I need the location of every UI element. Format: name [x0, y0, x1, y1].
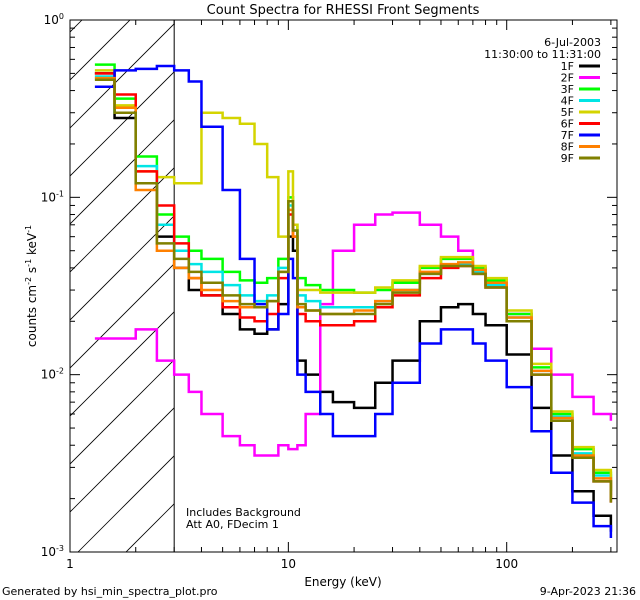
legend-label: 5F	[561, 106, 574, 119]
series-9F	[94, 78, 613, 503]
legend-label: 2F	[561, 72, 574, 85]
y-tick-label: 10-2	[41, 367, 64, 382]
series-3F	[94, 63, 613, 492]
y-label-mid: s	[25, 267, 39, 277]
footer-generated-by: Generated by hsi_min_spectra_plot.pro	[2, 585, 218, 598]
plot-frame	[69, 19, 618, 553]
series-2F	[94, 211, 613, 457]
legend-label: 8F	[561, 141, 574, 154]
y-label-sup3: -1	[24, 225, 33, 233]
chart-title: Count Spectra for RHESSI Front Segments	[207, 3, 480, 18]
legend-label: 6F	[561, 118, 574, 131]
legend-label: 4F	[561, 95, 574, 108]
y-tick-label: 10-3	[41, 544, 64, 559]
annotation-attenuator: Att A0, FDecim 1	[186, 518, 279, 531]
series-1F	[94, 72, 613, 532]
hatch-line	[77, 455, 175, 552]
hatch-line	[70, 23, 175, 129]
legend-label: 9F	[561, 152, 574, 165]
x-tick-label: 10	[281, 557, 296, 571]
series-group	[94, 63, 613, 538]
hatch-line	[70, 359, 175, 465]
y-label-sup1: -2	[24, 277, 33, 285]
hatch-line	[70, 263, 175, 369]
hatched-region	[70, 20, 640, 552]
x-tick-label: 1	[66, 557, 74, 571]
hatch-line	[70, 71, 175, 177]
hatch-line	[70, 215, 175, 321]
y-tick-label: 100	[44, 12, 64, 27]
x-axis-ticks: 1 10 100	[66, 20, 612, 571]
footer-timestamp: 9-Apr-2023 21:36	[540, 585, 636, 598]
annotation-background: Includes Background	[186, 506, 301, 519]
legend-label: 7F	[561, 129, 574, 142]
hatch-line	[70, 20, 131, 81]
legend-label: 3F	[561, 83, 574, 96]
time-range-label: 11:30:00 to 11:31:00	[484, 48, 601, 61]
legend-label: 1F	[561, 60, 574, 73]
date-label: 6-Jul-2003	[544, 36, 601, 49]
y-label-main: counts cm	[25, 285, 39, 347]
x-tick-label: 100	[495, 557, 518, 571]
y-axis-ticks: 10-3 10-2 10-1 100	[41, 12, 617, 559]
series-5F	[94, 69, 613, 488]
y-axis-label: counts cm-2 s-1 keV-1	[24, 225, 39, 347]
x-axis-label: Energy (keV)	[304, 575, 381, 589]
y-label-end: keV	[25, 232, 39, 259]
y-tick-label: 10-1	[41, 189, 64, 204]
hatch-line	[70, 407, 175, 513]
series-6F	[94, 72, 613, 503]
series-7F	[94, 64, 613, 538]
hatch-line	[222, 20, 640, 552]
y-label-sup2: -1	[24, 259, 33, 267]
hatch-line	[70, 167, 175, 273]
